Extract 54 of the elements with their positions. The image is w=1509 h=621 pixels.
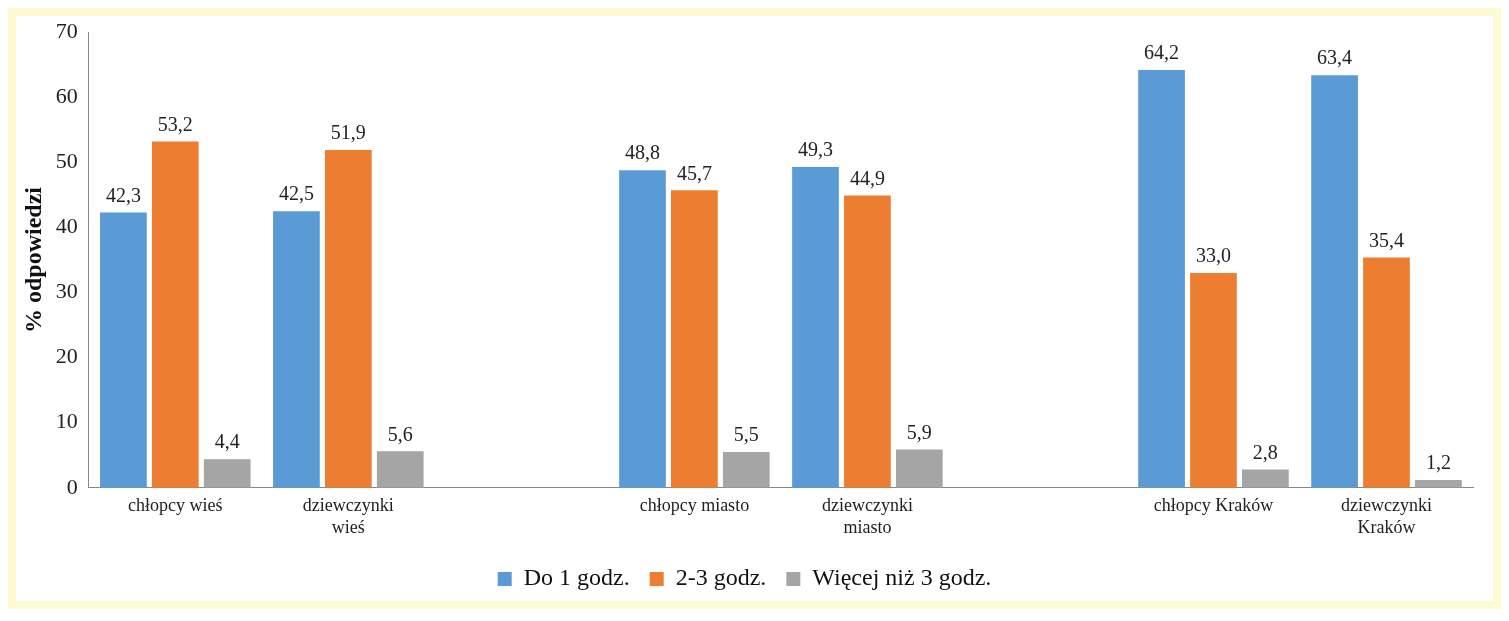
bar xyxy=(324,150,372,488)
data-label: 63,4 xyxy=(1317,46,1353,69)
bar xyxy=(203,459,251,488)
x-tick-label: dziewczynki Kraków xyxy=(1341,495,1432,537)
data-label: 33,0 xyxy=(1195,244,1231,267)
x-tick-label: chłopcy Kraków xyxy=(1153,495,1274,516)
bar xyxy=(1242,469,1289,488)
data-label: 2,8 xyxy=(1252,440,1278,463)
bar xyxy=(1138,69,1185,488)
y-tick-label: 10 xyxy=(55,408,78,434)
y-tick-label: 50 xyxy=(55,148,78,174)
bar xyxy=(151,141,199,488)
bar xyxy=(895,449,943,488)
x-tick-label: chłopcy miasto xyxy=(639,495,750,516)
y-tick-label: 20 xyxy=(55,343,78,369)
data-label: 5,9 xyxy=(906,420,932,443)
bar xyxy=(844,195,891,488)
x-tick-label: dziewczynki wieś xyxy=(302,495,394,537)
x-tick-label: chłopcy wieś xyxy=(128,495,223,516)
y-axis-title: % odpowiedzi xyxy=(19,186,46,334)
data-label: 51,9 xyxy=(330,121,366,144)
data-label: 45,7 xyxy=(676,161,712,184)
bar xyxy=(376,451,424,488)
data-label: 1,2 xyxy=(1425,451,1451,474)
x-tick-label: dziewczynki miasto xyxy=(821,495,913,537)
data-label: 64,2 xyxy=(1144,41,1180,64)
y-tick-label: 40 xyxy=(55,213,78,239)
bar xyxy=(792,166,839,488)
legend-label: Więcej niż 3 godz. xyxy=(812,564,992,591)
bar xyxy=(619,170,666,488)
bar xyxy=(1311,75,1358,488)
bar xyxy=(273,211,320,488)
y-tick-label: 30 xyxy=(55,278,78,304)
legend-label: Do 1 godz. xyxy=(523,564,630,591)
y-tick-label: 70 xyxy=(55,17,78,43)
data-label: 48,8 xyxy=(624,141,660,164)
legend-label: 2-3 godz. xyxy=(675,564,767,591)
data-label: 44,9 xyxy=(849,166,885,189)
data-label: 42,5 xyxy=(278,182,314,205)
bar xyxy=(1190,273,1237,488)
data-label: 42,3 xyxy=(105,183,141,206)
bar xyxy=(1415,479,1462,488)
data-label: 5,5 xyxy=(733,423,759,446)
bar xyxy=(671,190,718,488)
data-label: 4,4 xyxy=(214,430,240,453)
bar xyxy=(722,452,770,488)
y-tick-label: 0 xyxy=(66,473,78,499)
data-label: 35,4 xyxy=(1368,228,1404,251)
data-label: 53,2 xyxy=(157,112,193,135)
bar xyxy=(1363,257,1410,488)
data-label: 5,6 xyxy=(387,422,413,445)
data-label: 49,3 xyxy=(798,138,834,161)
y-tick-label: 60 xyxy=(55,83,78,109)
bar xyxy=(100,212,147,488)
